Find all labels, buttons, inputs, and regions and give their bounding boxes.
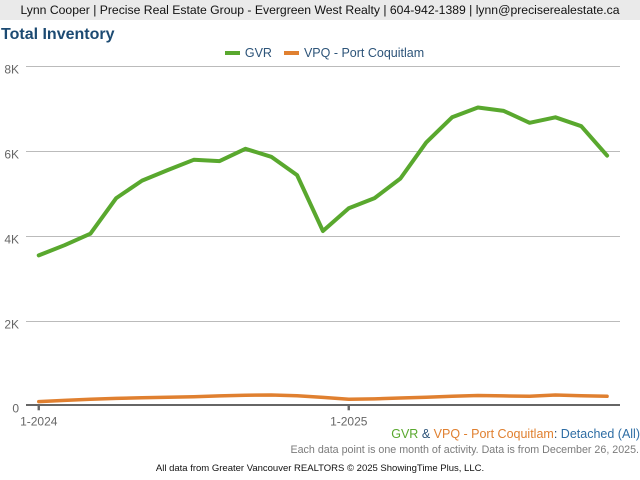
svg-text:8K: 8K xyxy=(4,62,19,76)
svg-text:4K: 4K xyxy=(4,232,19,246)
svg-text:0: 0 xyxy=(12,401,19,415)
svg-text:1-2024: 1-2024 xyxy=(20,414,58,428)
svg-text:6K: 6K xyxy=(4,147,19,161)
svg-text:2K: 2K xyxy=(4,317,19,331)
svg-text:1-2025: 1-2025 xyxy=(330,414,368,428)
